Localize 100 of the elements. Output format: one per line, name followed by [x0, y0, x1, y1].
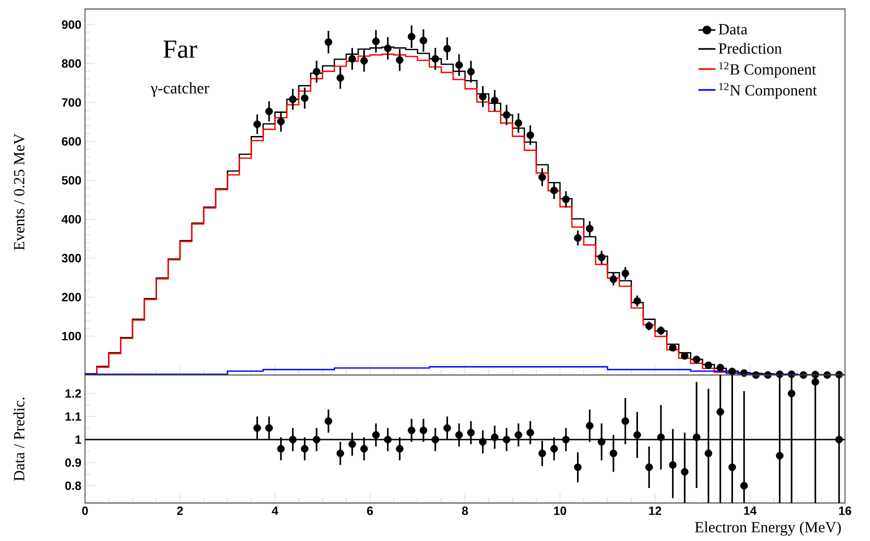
point	[372, 431, 380, 439]
point	[704, 361, 712, 370]
point	[598, 254, 606, 262]
point	[265, 108, 273, 116]
point	[728, 463, 736, 472]
point	[610, 450, 618, 458]
point	[538, 173, 546, 181]
x-tick-label: 14	[744, 506, 757, 515]
point	[408, 32, 416, 40]
point	[432, 55, 440, 63]
point	[740, 482, 748, 490]
point	[479, 92, 487, 100]
x-tick-label: 6	[367, 506, 373, 516]
text: γ-catcher	[150, 82, 210, 97]
point	[598, 438, 606, 446]
legend-label: Prediction	[718, 42, 782, 54]
point	[550, 444, 558, 453]
point	[669, 461, 677, 469]
point	[835, 436, 843, 444]
point	[680, 352, 688, 360]
point	[360, 56, 368, 65]
point	[812, 378, 820, 386]
y-tick-label: 700	[62, 98, 81, 107]
point	[502, 111, 510, 119]
x-tick-label: 10	[554, 506, 566, 516]
y-tick-label: 100	[62, 332, 81, 340]
point	[479, 438, 487, 446]
point	[633, 297, 641, 305]
point	[253, 424, 261, 432]
point	[740, 369, 748, 377]
legend-label: $^{12}$N Component	[719, 82, 817, 99]
point	[776, 452, 784, 460]
point	[645, 463, 653, 472]
point	[312, 436, 320, 444]
point	[692, 356, 700, 364]
point	[396, 444, 404, 453]
point	[704, 450, 712, 458]
point	[550, 186, 558, 194]
point	[490, 96, 498, 104]
point	[574, 463, 582, 472]
point	[420, 36, 428, 44]
point	[574, 234, 582, 242]
text: Far	[163, 40, 198, 58]
point	[586, 422, 594, 430]
point	[253, 120, 261, 128]
point	[360, 444, 368, 453]
y-tick-label: 500	[62, 176, 81, 185]
point	[562, 196, 570, 204]
point	[526, 428, 534, 436]
point	[277, 444, 285, 453]
legend-label: $^{12}$B Component	[719, 62, 816, 78]
y-tick-label: 400	[62, 215, 81, 224]
point	[633, 431, 641, 439]
y-axis-title: Events / 0.25 MeV	[14, 134, 24, 250]
point	[728, 368, 736, 376]
y-tick-label: 1.1	[66, 412, 82, 421]
y-tick-label: 1	[76, 435, 82, 444]
point	[408, 426, 416, 434]
y-axis-title: Data / Predic.	[13, 398, 24, 481]
y-tick-label: 0.9	[65, 458, 82, 467]
legend-label: Data	[718, 24, 748, 34]
point	[586, 224, 594, 232]
y-tick-label: 800	[62, 59, 81, 68]
point	[265, 424, 273, 432]
point	[669, 344, 677, 352]
point	[372, 38, 380, 46]
point	[514, 119, 522, 127]
point	[289, 96, 297, 104]
point	[788, 390, 796, 398]
point	[324, 417, 332, 425]
point	[657, 433, 665, 442]
point	[526, 131, 534, 139]
point	[336, 450, 344, 458]
point	[622, 417, 630, 425]
x-tick-label: 4	[272, 506, 278, 515]
point	[514, 431, 522, 439]
point	[396, 56, 404, 64]
point	[467, 428, 475, 436]
point	[432, 436, 440, 444]
y-tick-label: 1.2	[66, 389, 81, 398]
point	[348, 440, 356, 448]
point	[716, 408, 724, 416]
point	[455, 61, 463, 69]
point	[277, 118, 285, 126]
point	[692, 433, 700, 442]
point	[443, 424, 451, 432]
point	[336, 74, 344, 82]
point	[289, 436, 297, 444]
point	[680, 468, 688, 476]
point	[538, 450, 546, 458]
y-tick-label: 600	[62, 137, 81, 146]
x-tick-label: 0	[82, 506, 88, 516]
y-tick-label: 900	[62, 20, 81, 29]
y-tick-label: 200	[62, 292, 81, 302]
x-axis-title: Electron Energy (MeV)	[695, 522, 841, 536]
y-tick-label: 300	[62, 254, 81, 262]
point	[610, 275, 618, 284]
point	[384, 44, 392, 52]
point	[348, 55, 356, 63]
point	[420, 426, 428, 434]
